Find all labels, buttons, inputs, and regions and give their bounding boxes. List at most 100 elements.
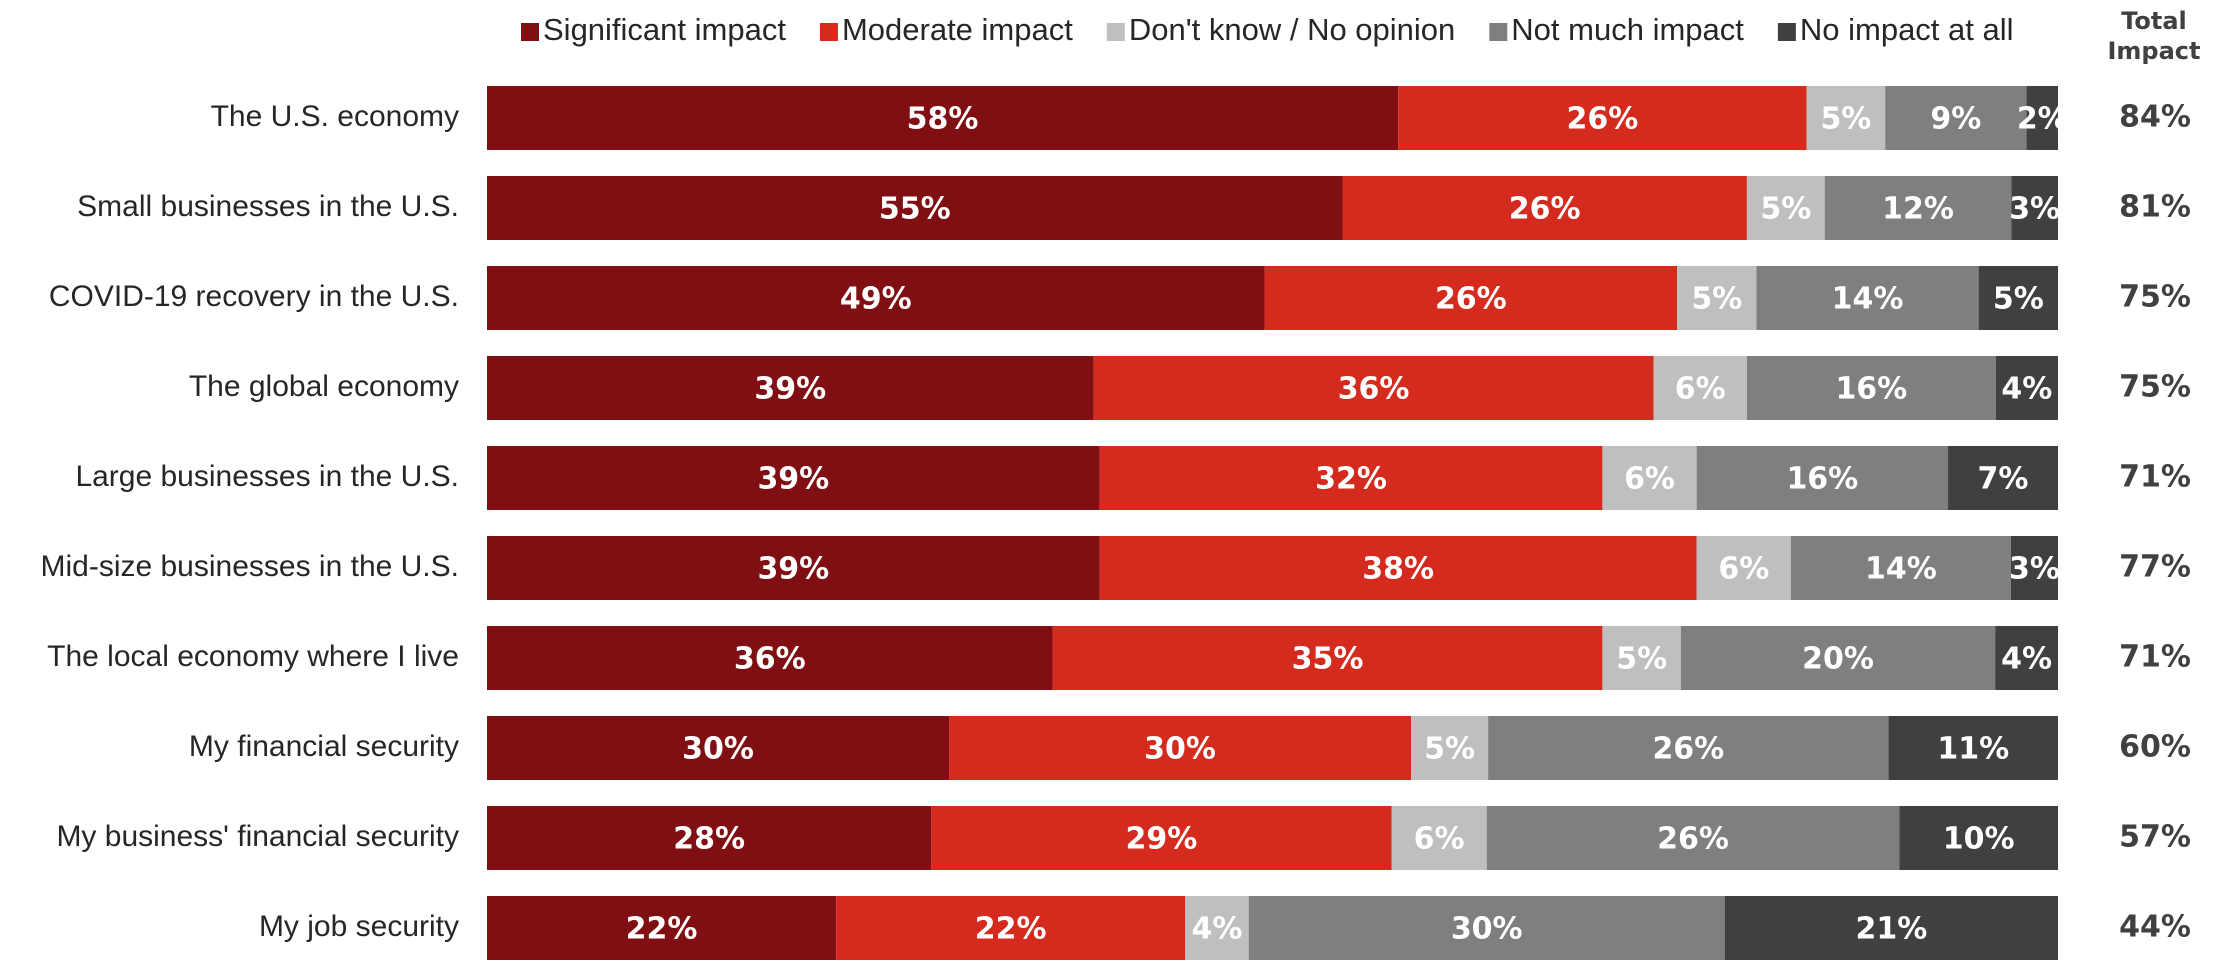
bar-segment — [1653, 356, 1747, 420]
bar-segment — [1995, 356, 2058, 420]
bar-segment — [1185, 896, 1249, 960]
bar-segment — [1888, 716, 2058, 780]
data-label: 6% — [1675, 372, 1726, 407]
data-label: 26% — [1435, 282, 1507, 317]
legend-swatch — [1777, 23, 1796, 41]
bar-segment — [1052, 626, 1603, 690]
bar-segment — [1746, 356, 1996, 420]
data-label: 39% — [754, 372, 826, 407]
data-label: 38% — [1362, 552, 1434, 587]
bar-segment — [1398, 86, 1807, 150]
data-label: 35% — [1292, 642, 1364, 677]
category-label: COVID-19 recovery in the U.S. — [49, 280, 459, 313]
data-label: 55% — [879, 192, 951, 227]
data-label: 2% — [2017, 102, 2068, 137]
data-label: 30% — [1144, 732, 1216, 767]
bar-segment — [1978, 266, 2058, 330]
data-label: 6% — [1414, 822, 1465, 857]
data-label: 6% — [1718, 552, 1769, 587]
data-label: 14% — [1865, 552, 1937, 587]
data-label: 22% — [626, 912, 698, 947]
bar-segment — [1264, 266, 1678, 330]
bar-segment — [949, 716, 1412, 780]
bar-segment — [931, 806, 1392, 870]
data-label: 14% — [1832, 282, 1904, 317]
data-label: 39% — [757, 552, 829, 587]
category-label: Large businesses in the U.S. — [75, 460, 459, 493]
category-label: Mid-size businesses in the U.S. — [40, 550, 459, 583]
category-label: My financial security — [189, 730, 459, 763]
data-label: 16% — [1835, 372, 1907, 407]
data-label: 7% — [1978, 462, 2029, 497]
bar-segment — [1411, 716, 1489, 780]
bar-segment — [1995, 626, 2058, 690]
data-label: 10% — [1943, 822, 2015, 857]
bar-segment — [1486, 806, 1900, 870]
data-label: 5% — [1760, 192, 1811, 227]
data-label: 58% — [907, 102, 979, 137]
category-label: My job security — [259, 910, 459, 943]
total-label: 71% — [2119, 640, 2191, 675]
bar-segment — [1680, 626, 1996, 690]
data-label: 36% — [734, 642, 806, 677]
legend-label: Significant impact — [543, 12, 786, 47]
bar-segment — [1677, 266, 1757, 330]
data-label: 49% — [840, 282, 912, 317]
bar-segment — [1391, 806, 1487, 870]
bar-segment — [487, 356, 1094, 420]
data-label: 5% — [1424, 732, 1475, 767]
bar-segment — [2026, 86, 2058, 150]
bar-segment — [2011, 176, 2058, 240]
bar-segment — [1790, 536, 2011, 600]
category-label: The local economy where I live — [47, 640, 459, 673]
data-label: 4% — [2001, 372, 2052, 407]
bar-segment — [1099, 446, 1603, 510]
bar-segment — [487, 536, 1100, 600]
data-label: 20% — [1802, 642, 1874, 677]
data-label: 21% — [1855, 912, 1927, 947]
bar-segment — [487, 266, 1265, 330]
category-label: Small businesses in the U.S. — [77, 190, 459, 223]
data-label: 30% — [682, 732, 754, 767]
bar-segment — [1696, 536, 1791, 600]
data-label: 36% — [1338, 372, 1410, 407]
total-label: 75% — [2119, 280, 2191, 315]
data-label: 5% — [1691, 282, 1742, 317]
data-label: 22% — [975, 912, 1047, 947]
total-label: 57% — [2119, 820, 2191, 855]
legend-swatch — [1489, 23, 1508, 41]
total-label: 84% — [2119, 100, 2191, 135]
bar-segment — [487, 626, 1053, 690]
data-label: 4% — [1191, 912, 1242, 947]
bar-segment — [1602, 626, 1681, 690]
bar-segment — [487, 446, 1100, 510]
data-label: 5% — [1820, 102, 1871, 137]
bar-segment — [1899, 806, 2058, 870]
data-label: 9% — [1930, 102, 1981, 137]
data-label: 30% — [1451, 912, 1523, 947]
bar-segment — [1696, 446, 1949, 510]
data-label: 28% — [673, 822, 745, 857]
bar-segment — [487, 806, 932, 870]
bar-segment — [1746, 176, 1825, 240]
bar-segment — [1885, 86, 2027, 150]
data-label: 6% — [1624, 462, 1675, 497]
bar-segment — [1248, 896, 1725, 960]
bar-segment — [1093, 356, 1654, 420]
bar-segment — [1806, 86, 1886, 150]
total-title: Total Impact — [2107, 7, 2201, 65]
data-label: 39% — [757, 462, 829, 497]
bar-segment — [487, 86, 1399, 150]
data-label: 3% — [2009, 552, 2060, 587]
total-label: 71% — [2119, 460, 2191, 495]
data-label: 29% — [1126, 822, 1198, 857]
bar-segment — [1948, 446, 2058, 510]
data-label: 26% — [1567, 102, 1639, 137]
bar-segment — [1342, 176, 1747, 240]
bar-segment — [1099, 536, 1697, 600]
bar-segment — [1756, 266, 1979, 330]
bar-segment — [487, 716, 950, 780]
bar-segment — [1824, 176, 2012, 240]
